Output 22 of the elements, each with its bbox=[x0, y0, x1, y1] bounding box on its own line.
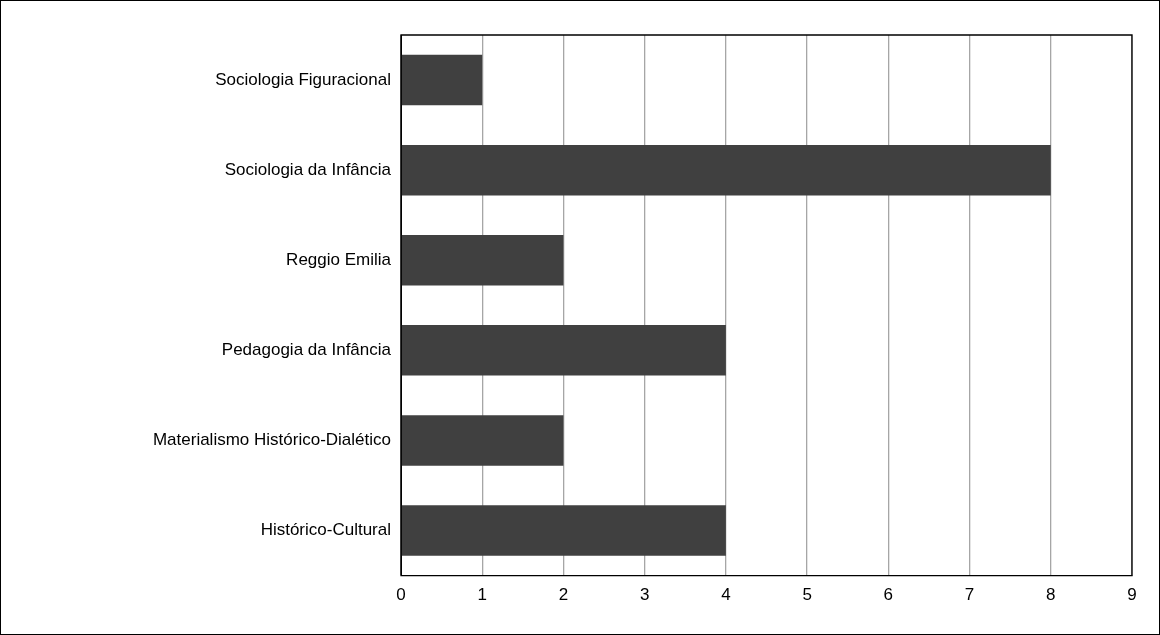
y-tick-label: Reggio Emilia bbox=[286, 249, 392, 269]
bar bbox=[401, 325, 726, 376]
bar bbox=[401, 415, 564, 466]
y-tick-label: Histórico-Cultural bbox=[260, 520, 391, 540]
x-tick-label: 0 bbox=[396, 585, 406, 605]
x-tick-label: 2 bbox=[558, 585, 569, 605]
y-tick-label: Sociologia da Infância bbox=[224, 159, 392, 179]
bar bbox=[401, 505, 726, 556]
x-tick-label: 8 bbox=[1046, 585, 1056, 605]
x-tick-label: 4 bbox=[721, 585, 731, 605]
bar bbox=[401, 144, 1051, 196]
x-tick-label: 3 bbox=[639, 585, 650, 605]
x-tick-label: 1 bbox=[477, 585, 487, 605]
y-tick-label: Materialismo Histórico-Dialético bbox=[152, 430, 391, 450]
x-tick-label: 9 bbox=[1127, 585, 1137, 605]
y-tick-label: Pedagogia da Infância bbox=[221, 340, 392, 360]
y-tick-label: Sociologia Figuracional bbox=[215, 69, 391, 89]
x-tick-label: 6 bbox=[883, 585, 894, 605]
x-tick-label: 7 bbox=[964, 585, 975, 605]
bar bbox=[401, 235, 564, 286]
bar bbox=[401, 54, 483, 106]
x-tick-label: 5 bbox=[802, 585, 812, 605]
